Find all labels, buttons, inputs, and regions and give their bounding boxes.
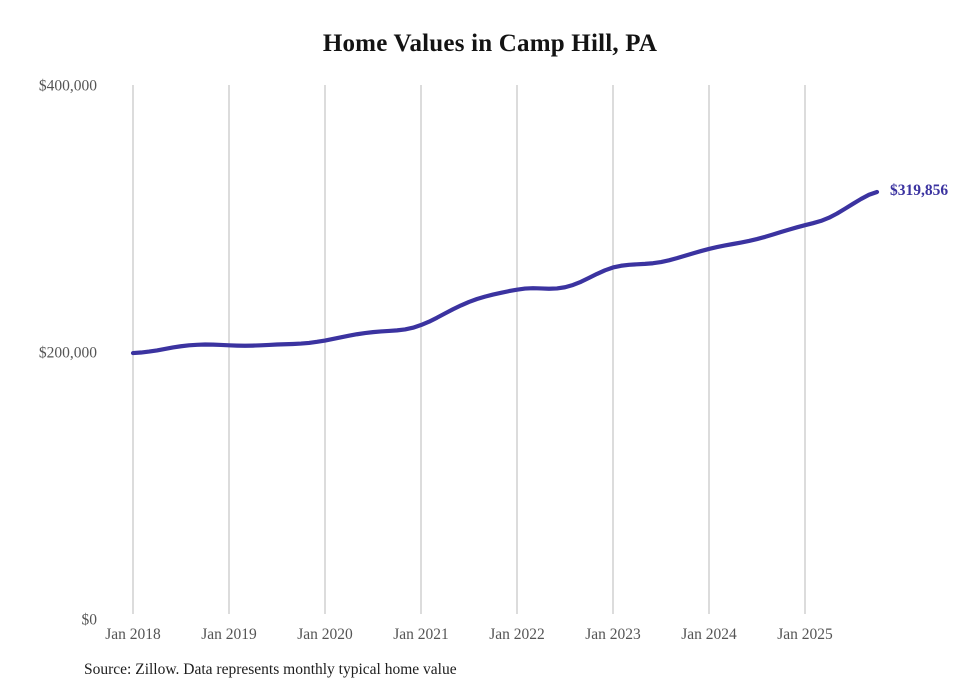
y-tick-label: $0	[82, 612, 98, 629]
x-tick-label: Jan 2023	[585, 626, 641, 643]
x-tick-label: Jan 2018	[105, 626, 161, 643]
gridline-group	[132, 85, 806, 614]
source-note: Source: Zillow. Data represents monthly …	[84, 661, 457, 678]
x-tick-label: Jan 2021	[393, 626, 449, 643]
x-axis-tick-labels: Jan 2018 Jan 2019 Jan 2020 Jan 2021 Jan 2022…	[105, 626, 833, 643]
home-value-series-line	[130, 189, 880, 356]
x-tick-label: Jan 2019	[201, 626, 257, 643]
x-tick-label: Jan 2024	[681, 626, 737, 643]
end-value-annotation: $319,856	[890, 181, 949, 199]
x-tick-label: Jan 2022	[489, 626, 545, 643]
chart-title: Home Values in Camp Hill, PA	[322, 30, 658, 57]
x-tick-label: Jan 2025	[777, 626, 833, 643]
y-tick-label: $200,000	[39, 345, 97, 362]
y-tick-label: $400,000	[39, 78, 97, 95]
y-axis-tick-labels: $0 $200,000 $400,000	[39, 78, 97, 629]
x-tick-label: Jan 2020	[297, 626, 353, 643]
